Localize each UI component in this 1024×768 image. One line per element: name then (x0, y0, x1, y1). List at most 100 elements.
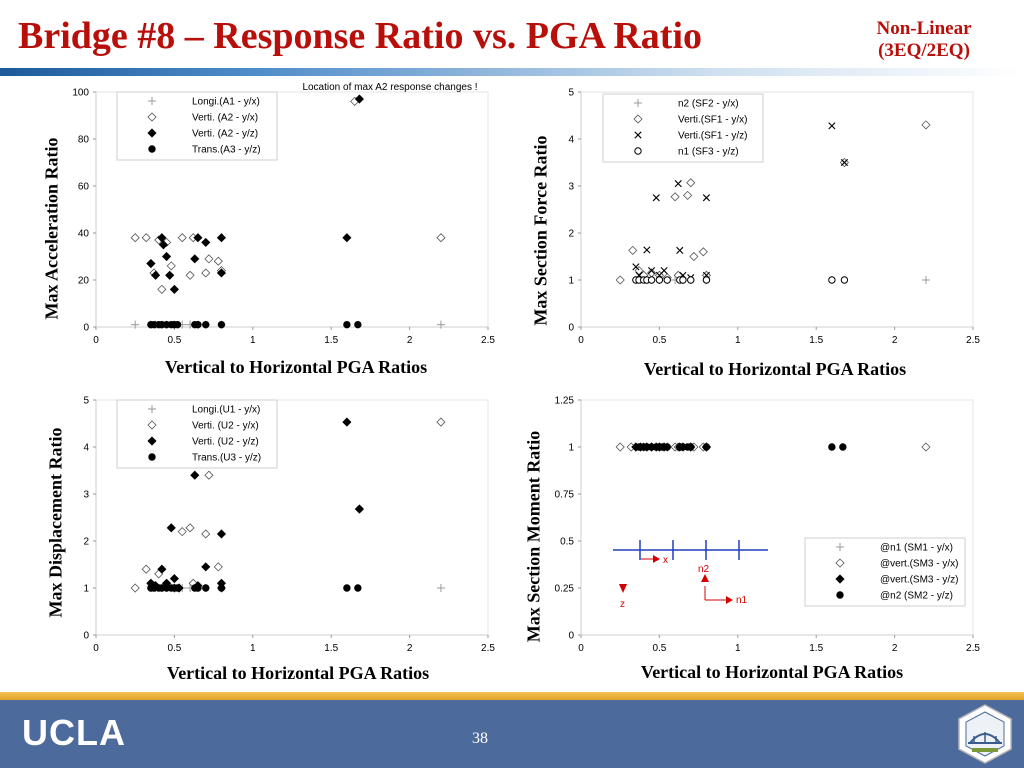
force-point-s3 (679, 276, 687, 284)
accel-y-tick-label: 80 (78, 135, 90, 146)
accel-point-s3 (194, 320, 202, 329)
moment-legend-label-1: @vert.(SM3 - y/x) (880, 559, 959, 570)
disp-point-s2 (169, 574, 179, 584)
moment-x-tick-label: 1.5 (809, 643, 823, 654)
force-legend-marker-3 (634, 147, 642, 155)
accel-point-s2 (190, 254, 200, 264)
accel-legend-label-0: Longi.(A1 - y/x) (192, 97, 260, 108)
disp-point-s2 (216, 529, 227, 539)
slide-title: Bridge #8 – Response Ratio vs. PGA Ratio (18, 15, 702, 57)
section-force-chart: 0 0.5 1 1.5 2 2.5 0 1 2 3 4 5 n2 (SF2 - y/x) Verti.(S… (568, 88, 980, 347)
disp-point-s2 (354, 504, 364, 514)
section-moment-x-axis-title: Vertical to Horizontal PGA Ratios (640, 662, 904, 682)
accel-legend-marker-1 (147, 112, 157, 122)
force-point-s1 (628, 245, 638, 255)
accel-x-tick-label: 2 (407, 335, 413, 346)
disp-y-tick-label: 1 (83, 584, 89, 595)
diagram-z-label: z (620, 599, 625, 610)
disp-point-s2 (190, 470, 200, 480)
disp-point-s1 (177, 527, 187, 537)
moment-point-s1 (615, 442, 625, 452)
moment-legend-label-2: @vert.(SM3 - y/z) (880, 575, 959, 586)
accel-x-tick-label: 1 (250, 335, 256, 346)
accel-point-s1 (185, 270, 195, 280)
title-divider (0, 68, 1024, 76)
disp-point-s1 (436, 417, 446, 427)
disp-x-tick-label: 1 (250, 643, 256, 654)
force-point-s0 (921, 276, 930, 284)
accel-legend-marker-0 (148, 97, 156, 105)
force-x-tick-label: 2 (892, 335, 898, 346)
force-point-s1 (683, 190, 693, 200)
disp-y-tick-label: 0 (83, 631, 89, 642)
moment-y-tick-label: 0.5 (560, 537, 574, 548)
accel-point-s2 (354, 94, 364, 104)
force-point-s3 (702, 276, 711, 284)
section-force-y-axis-title: Max Section Force Ratio (530, 135, 551, 326)
disp-legend-label-3: Trans.(U3 - y/z) (192, 453, 261, 464)
accel-y-tick-label: 40 (78, 229, 90, 240)
accel-point-s2 (151, 270, 161, 280)
ucla-logo: UCLA (22, 712, 126, 753)
accel-y-tick-label: 0 (83, 323, 89, 334)
force-point-s1 (615, 275, 625, 285)
disp-legend (116, 399, 278, 469)
disp-point-s1 (204, 470, 214, 480)
accel-y-tick-label: 20 (78, 276, 90, 287)
accel-point-s1 (204, 254, 214, 264)
slide-subtitle: Non-Linear (3EQ/2EQ) (862, 18, 986, 62)
force-legend-marker-2 (634, 131, 642, 139)
moment-x-tick-label: 0.5 (652, 643, 666, 654)
moment-y-tick-label: 0.75 (555, 490, 575, 501)
disp-point-s3 (354, 584, 362, 592)
moment-point-s1 (921, 442, 931, 452)
university-seal-icon (958, 704, 1012, 764)
subtitle-line-2: (3EQ/2EQ) (878, 40, 970, 61)
force-x-tick-label: 0.5 (652, 335, 666, 346)
moment-y-tick-label: 0.25 (555, 584, 575, 595)
moment-point-s3 (839, 443, 847, 451)
disp-x-tick-label: 0.5 (167, 643, 181, 654)
moment-legend-marker-0 (836, 543, 844, 551)
force-point-s1 (698, 247, 708, 257)
force-legend-label-2: Verti.(SF1 - y/z) (678, 131, 747, 142)
accel-legend-label-2: Verti. (A2 - y/z) (192, 129, 258, 140)
moment-x-tick-label: 2.5 (966, 643, 980, 654)
force-legend-label-0: n2 (SF2 - y/x) (678, 99, 739, 110)
force-legend-label-1: Verti.(SF1 - y/x) (678, 115, 747, 126)
disp-point-s2 (201, 562, 211, 572)
displacement-y-axis-title: Max Displacement Ratio (45, 427, 66, 618)
diagram-n1-label: n1 (736, 595, 748, 606)
disp-y-tick-label: 5 (83, 396, 89, 407)
accel-point-s2 (201, 237, 211, 247)
force-x-tick-label: 1.5 (809, 335, 823, 346)
section-moment-y-axis-title: Max Section Moment Ratio (523, 430, 544, 643)
disp-legend-label-1: Verti. (U2 - y/x) (192, 421, 259, 432)
accel-point-s2 (146, 258, 156, 269)
displacement-chart: 0 0.5 1 1.5 2 2.5 0 1 2 3 4 5 Longi.(U1 - y/x) Verti.… (83, 396, 495, 655)
disp-y-tick-label: 3 (83, 490, 89, 501)
disp-x-tick-label: 1.5 (324, 643, 338, 654)
disp-point-s3 (343, 584, 351, 592)
force-point-s1 (921, 120, 931, 130)
accel-point-s2 (216, 233, 227, 243)
moment-legend-marker-2 (835, 574, 845, 584)
disp-point-s2 (157, 564, 167, 574)
force-point-s2 (643, 246, 651, 254)
moment-x-tick-label: 0 (578, 643, 584, 654)
disp-point-s2 (166, 523, 176, 533)
accel-point-s1 (130, 233, 140, 243)
accel-x-tick-label: 0.5 (167, 335, 181, 346)
accel-point-s2 (342, 233, 352, 243)
force-point-s3 (655, 276, 664, 284)
disp-point-s1 (213, 562, 223, 572)
force-point-s1 (670, 192, 680, 202)
force-point-s2 (702, 194, 711, 202)
force-point-s2 (647, 267, 656, 275)
disp-point-s1 (130, 583, 140, 593)
accel-point-s2 (193, 233, 203, 243)
disp-x-tick-label: 2 (407, 643, 413, 654)
disp-point-s2 (342, 417, 352, 427)
accel-legend-marker-2 (147, 128, 157, 138)
force-x-tick-label: 1 (735, 335, 741, 346)
